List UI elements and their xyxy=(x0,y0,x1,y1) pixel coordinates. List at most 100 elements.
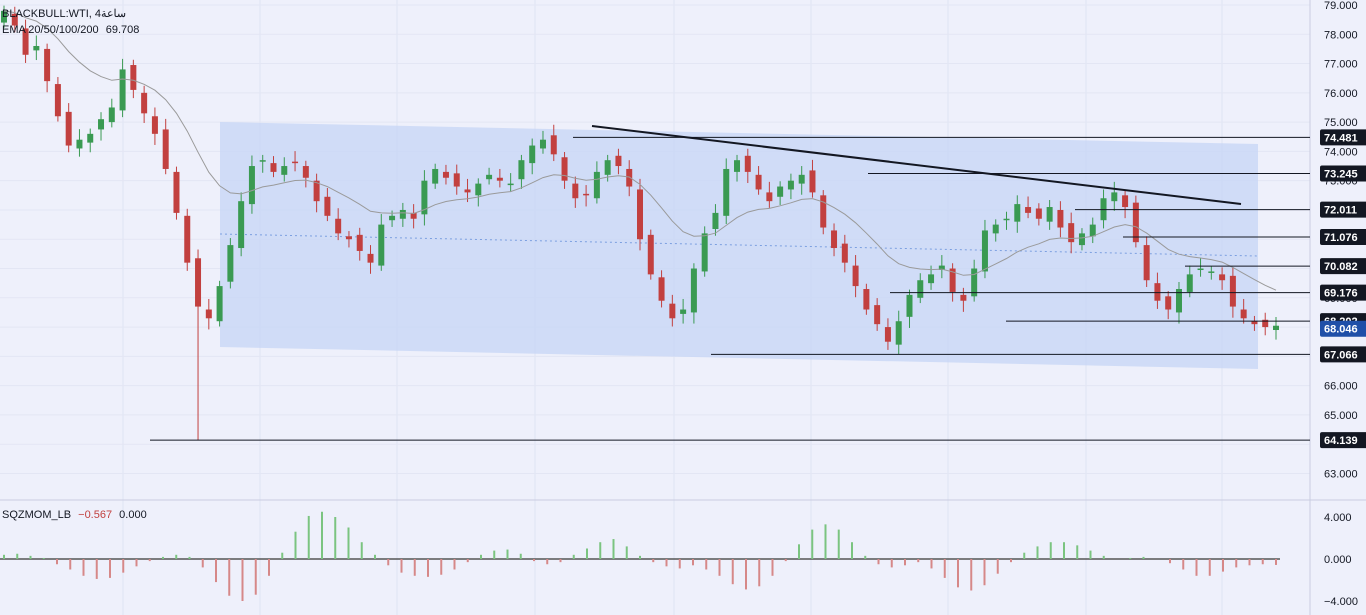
candle-body xyxy=(1175,289,1182,313)
candle-body xyxy=(216,286,223,322)
candle xyxy=(1186,265,1193,298)
candle-body xyxy=(712,212,719,229)
candle xyxy=(356,227,363,261)
candle xyxy=(777,181,784,205)
channel-area xyxy=(220,122,1258,369)
candle xyxy=(1273,316,1279,340)
candle-body xyxy=(906,294,913,317)
candle xyxy=(292,151,299,172)
candle xyxy=(637,178,643,251)
candle-body xyxy=(1014,204,1021,222)
candle-body xyxy=(87,133,94,143)
oscillator-legend[interactable]: SQZMOM_LB −0.567 0.000 xyxy=(2,509,147,521)
candle-body xyxy=(270,163,277,172)
level-badge-bg xyxy=(1320,432,1366,449)
candle-body xyxy=(1068,223,1075,243)
candle-body xyxy=(884,327,891,342)
candle xyxy=(1046,200,1053,230)
candle xyxy=(87,128,94,153)
candle-body xyxy=(281,166,288,175)
candle xyxy=(1111,181,1118,211)
candle xyxy=(1035,203,1042,226)
candle xyxy=(432,163,439,189)
candle xyxy=(410,204,417,229)
candle-body xyxy=(690,268,697,313)
price-tick-label: 63.000 xyxy=(1324,468,1358,480)
candle-body xyxy=(119,69,126,111)
candle-body xyxy=(680,309,687,314)
candle-body xyxy=(1251,321,1258,325)
candle-body xyxy=(971,268,978,297)
level-badge: 71.076 xyxy=(1320,229,1366,246)
candle-body xyxy=(992,224,999,234)
candle xyxy=(755,166,762,195)
level-badge-label: 67.066 xyxy=(1324,349,1358,361)
candle-body xyxy=(248,166,255,205)
candle-body xyxy=(550,135,557,155)
candle xyxy=(119,58,126,118)
level-badge-label: 70.082 xyxy=(1324,261,1358,273)
candle-body xyxy=(324,196,331,216)
candle xyxy=(324,188,331,222)
candle xyxy=(1,5,7,28)
candle-body xyxy=(1057,209,1064,228)
candle-body xyxy=(130,65,137,90)
price-tick-label: 66.000 xyxy=(1324,381,1358,393)
candle-body xyxy=(1003,218,1010,221)
level-badge-label: 64.139 xyxy=(1324,435,1358,447)
candle xyxy=(184,208,191,271)
candle-body xyxy=(723,168,730,216)
candle xyxy=(906,289,913,328)
candle-body xyxy=(787,180,794,190)
candle-body xyxy=(949,268,956,292)
level-badge: 74.481 xyxy=(1320,129,1366,146)
candle xyxy=(496,168,503,188)
candle-body xyxy=(432,168,439,184)
candle-body xyxy=(1240,309,1247,319)
candle-body xyxy=(302,166,309,178)
candle xyxy=(1089,217,1096,244)
candle xyxy=(874,298,881,331)
candle-body xyxy=(378,224,385,266)
candle xyxy=(227,238,234,289)
candle-body xyxy=(744,155,751,172)
oscillator-value: −0.567 xyxy=(78,509,113,521)
candle xyxy=(1014,195,1021,233)
candle-body xyxy=(173,171,180,213)
candle-body xyxy=(464,189,471,193)
level-badge-label: 72.011 xyxy=(1324,205,1357,217)
ema-legend[interactable]: EMA 20/50/100/200 69.708 xyxy=(2,24,139,36)
candle-body xyxy=(442,171,449,178)
candle xyxy=(1175,281,1182,324)
candle-body xyxy=(529,145,536,164)
candle-body xyxy=(539,139,546,149)
candle-body xyxy=(928,274,935,284)
candle xyxy=(841,234,848,273)
candle xyxy=(195,249,202,441)
oscillator-tick-label: 0.000 xyxy=(1324,554,1352,566)
candle-body xyxy=(658,277,665,301)
candle xyxy=(98,112,105,141)
candle-body xyxy=(637,189,643,240)
ema-legend-value: 69.708 xyxy=(105,24,140,36)
candle-body xyxy=(917,280,924,298)
symbol-title[interactable]: BLACKBULL:WTI, 4ساعة xyxy=(2,8,127,20)
candle xyxy=(1219,267,1226,290)
candle-body xyxy=(1262,319,1269,328)
candle xyxy=(259,154,266,173)
candle xyxy=(583,185,590,207)
level-badge-bg xyxy=(1320,201,1366,218)
candle-body xyxy=(507,183,514,186)
candle-body xyxy=(615,155,622,167)
candle xyxy=(1240,298,1247,324)
candle xyxy=(205,298,212,330)
level-badge-bg xyxy=(1320,165,1366,182)
candle xyxy=(1122,190,1129,219)
candle xyxy=(399,202,406,227)
candle-body xyxy=(22,28,29,55)
current-price-label: 68.046 xyxy=(1324,324,1358,336)
candle xyxy=(141,85,148,123)
candle-body xyxy=(1122,195,1129,208)
